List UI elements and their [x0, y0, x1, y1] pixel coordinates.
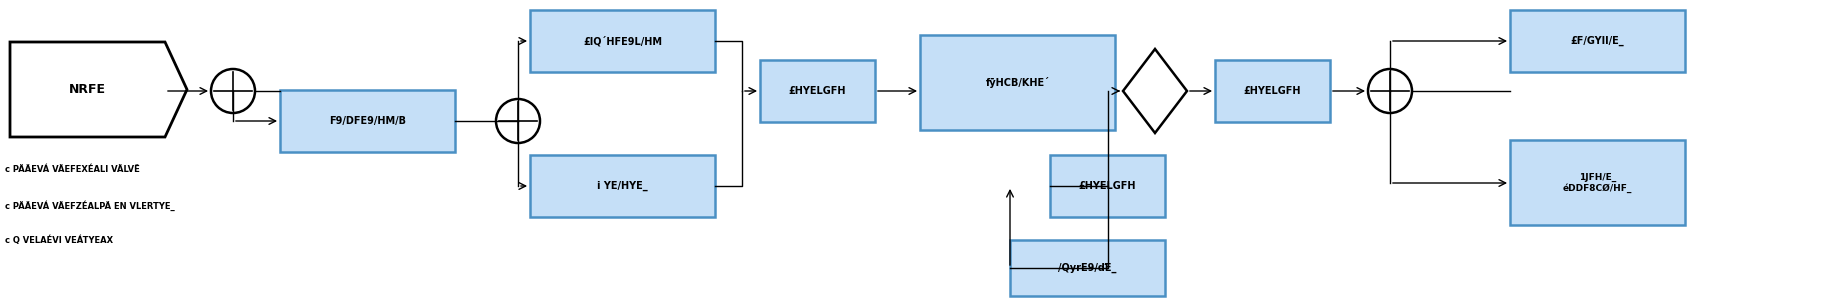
Text: NRFE: NRFE — [70, 83, 106, 96]
Text: £F/GYII/E_: £F/GYII/E_ — [1570, 36, 1625, 46]
Text: c PÄÄEVÁ VÄEFZÉALPÄ EN VLERTYE_: c PÄÄEVÁ VÄEFZÉALPÄ EN VLERTYE_ — [5, 200, 174, 211]
Text: £HYELGFH: £HYELGFH — [1079, 181, 1136, 191]
FancyBboxPatch shape — [1510, 10, 1685, 72]
FancyBboxPatch shape — [280, 90, 454, 152]
Text: £HYELGFH: £HYELGFH — [790, 86, 846, 96]
Text: i YE/HYE_: i YE/HYE_ — [597, 181, 649, 191]
FancyBboxPatch shape — [1510, 140, 1685, 225]
Text: £HYELGFH: £HYELGFH — [1244, 86, 1301, 96]
FancyBboxPatch shape — [760, 60, 876, 122]
Text: £IQ´HFE9L/HM: £IQ´HFE9L/HM — [583, 36, 661, 46]
FancyBboxPatch shape — [1215, 60, 1330, 122]
FancyBboxPatch shape — [529, 10, 714, 72]
Text: F9/DFE9/HM/B: F9/DFE9/HM/B — [330, 116, 407, 126]
FancyBboxPatch shape — [529, 155, 714, 217]
Text: /QyrE9/ďE_: /QyrE9/ďE_ — [1059, 263, 1118, 273]
Circle shape — [496, 99, 540, 143]
FancyBboxPatch shape — [1009, 240, 1165, 296]
FancyBboxPatch shape — [920, 35, 1116, 130]
FancyBboxPatch shape — [1050, 155, 1165, 217]
Polygon shape — [1123, 49, 1187, 133]
Text: fȳHCB/KHE´: fȳHCB/KHE´ — [986, 77, 1050, 88]
Text: c PÄÄEVÁ VÄEFEXÉALI VÄLVË: c PÄÄEVÁ VÄEFEXÉALI VÄLVË — [5, 165, 139, 174]
Circle shape — [1369, 69, 1412, 113]
Text: 1JFH/E_
éDDF8CØ/HF_: 1JFH/E_ éDDF8CØ/HF_ — [1563, 172, 1632, 193]
Circle shape — [211, 69, 255, 113]
Polygon shape — [9, 42, 187, 137]
Text: c Q VELAÉVI VEÁTYEAX: c Q VELAÉVI VEÁTYEAX — [5, 235, 114, 244]
